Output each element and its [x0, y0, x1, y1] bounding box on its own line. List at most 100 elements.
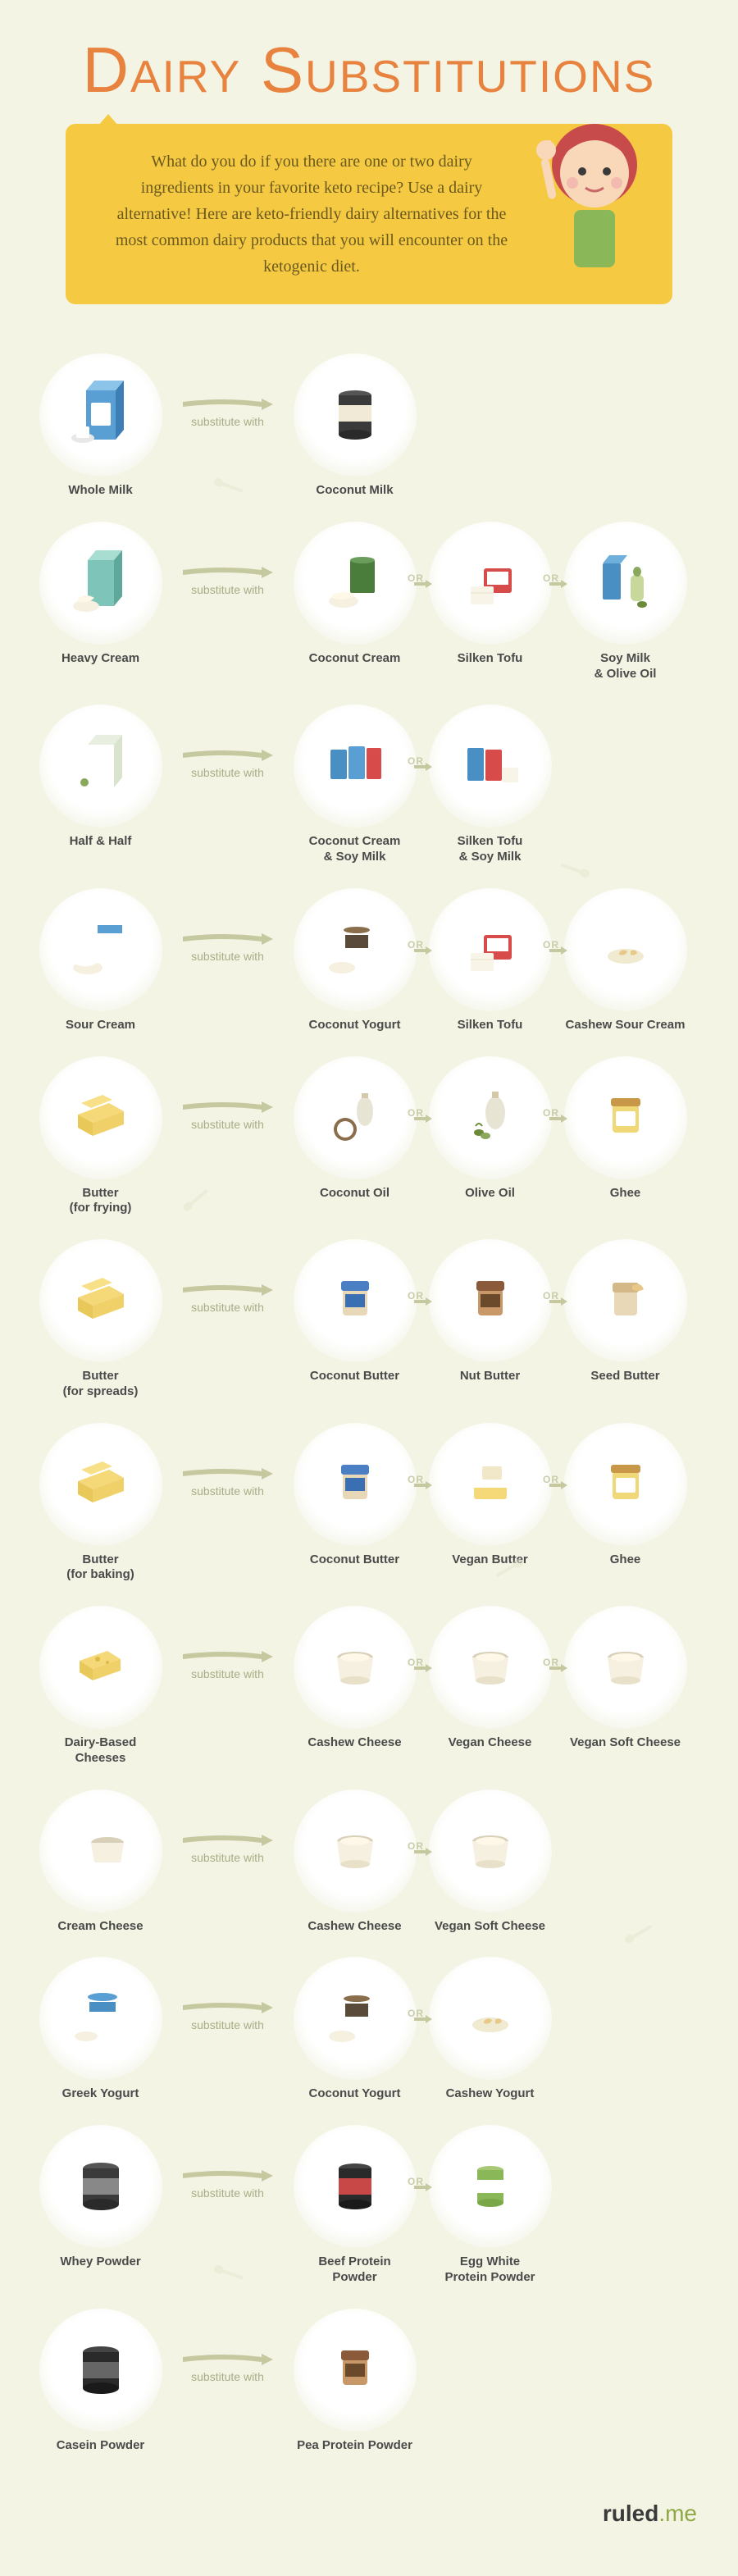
- arrow-label: substitute with: [191, 1667, 264, 1680]
- or-arrow-icon: [414, 1295, 432, 1303]
- substitute-item: OR Vegan Butter: [422, 1423, 558, 1568]
- item-label: Half & Half: [70, 834, 132, 850]
- substitute-item: OR Cashew Yogurt: [422, 1957, 558, 2102]
- item-label: Coconut Yogurt: [309, 1018, 401, 1033]
- substitute-item: OR Vegan Cheese: [422, 1606, 558, 1751]
- arrow-block: substitute with: [168, 704, 287, 779]
- item-circle: [429, 2125, 552, 2248]
- item-circle: [39, 1423, 162, 1546]
- source-item: Butter(for baking): [33, 1423, 168, 1584]
- source-item: Dairy-BasedCheeses: [33, 1606, 168, 1767]
- or-arrow-icon: [414, 1479, 432, 1487]
- item-label: Cashew Cheese: [308, 1919, 401, 1935]
- item-circle: [39, 2125, 162, 2248]
- item-circle: [294, 353, 417, 476]
- substitution-row: Whey Powder substitute with Beef Protein…: [33, 2125, 705, 2286]
- item-circle: [294, 2309, 417, 2432]
- arrow-icon: [183, 2170, 273, 2182]
- arrow-block: substitute with: [168, 522, 287, 596]
- item-label: Vegan Soft Cheese: [570, 1735, 681, 1751]
- item-circle: [294, 1606, 417, 1729]
- item-label: Coconut Butter: [310, 1369, 399, 1384]
- or-arrow-icon: [549, 1112, 567, 1120]
- substitute-item: OR Ghee: [558, 1423, 693, 1568]
- substitute-item: OR Egg WhiteProtein Powder: [422, 2125, 558, 2286]
- item-label: Cashew Cheese: [308, 1735, 401, 1751]
- or-arrow-icon: [414, 2181, 432, 2189]
- item-circle: [39, 353, 162, 476]
- or-arrow-icon: [549, 1479, 567, 1487]
- substitute-item: Coconut Oil: [287, 1056, 422, 1201]
- spoon-icon: [180, 1184, 213, 1214]
- or-arrow-icon: [414, 944, 432, 952]
- arrow-icon: [183, 1284, 273, 1296]
- item-circle: [564, 1423, 687, 1546]
- spoon-icon: [212, 475, 247, 497]
- item-label: Coconut Oil: [320, 1186, 390, 1201]
- source-item: Butter(for spreads): [33, 1239, 168, 1400]
- substitute-item: OR Silken Tofu& Soy Milk: [422, 704, 558, 865]
- substitute-item: Coconut Cream: [287, 522, 422, 667]
- substitute-item: Pea Protein Powder: [287, 2309, 422, 2454]
- header: Dairy Substitutions What do you do if yo…: [0, 0, 738, 353]
- item-circle: [39, 522, 162, 645]
- item-label: Greek Yogurt: [62, 2086, 139, 2102]
- arrow-icon: [183, 750, 273, 761]
- item-label: Dairy-BasedCheeses: [65, 1735, 137, 1767]
- item-circle: [39, 1056, 162, 1179]
- source-item: Casein Powder: [33, 2309, 168, 2454]
- item-label: Olive Oil: [465, 1186, 515, 1201]
- substitution-row: Casein Powder substitute with Pea Protei…: [33, 2309, 705, 2454]
- item-label: Coconut Milk: [316, 483, 393, 499]
- or-arrow-icon: [414, 1662, 432, 1670]
- item-circle: [294, 1423, 417, 1546]
- item-circle: [564, 1056, 687, 1179]
- item-circle: [294, 522, 417, 645]
- substitute-item: OR Ghee: [558, 1056, 693, 1201]
- substitution-row: Butter(for frying) substitute with Cocon…: [33, 1056, 705, 1217]
- substitute-item: Coconut Cream& Soy Milk: [287, 704, 422, 865]
- arrow-label: substitute with: [191, 950, 264, 963]
- or-arrow-icon: [414, 2013, 432, 2021]
- arrow-label: substitute with: [191, 2018, 264, 2031]
- substitute-item: OR Seed Butter: [558, 1239, 693, 1384]
- item-circle: [429, 1957, 552, 2080]
- character-icon: [517, 99, 664, 280]
- or-arrow-icon: [414, 1845, 432, 1853]
- item-label: Coconut Butter: [310, 1552, 399, 1568]
- arrow-icon: [183, 1835, 273, 1846]
- item-label: Coconut Yogurt: [309, 2086, 401, 2102]
- item-label: Sour Cream: [66, 1018, 135, 1033]
- item-label: Beef ProteinPowder: [318, 2255, 390, 2286]
- item-label: Whey Powder: [60, 2255, 140, 2270]
- item-circle: [294, 1957, 417, 2080]
- spoon-icon: [557, 858, 591, 880]
- arrow-label: substitute with: [191, 766, 264, 779]
- item-label: Pea Protein Powder: [297, 2438, 412, 2454]
- source-item: Whole Milk: [33, 353, 168, 499]
- substitution-row: Sour Cream substitute with Coconut Yogur…: [33, 888, 705, 1033]
- arrow-icon: [183, 1101, 273, 1113]
- arrow-block: substitute with: [168, 1239, 287, 1314]
- arrow-block: substitute with: [168, 1056, 287, 1131]
- substitute-item: Coconut Butter: [287, 1239, 422, 1384]
- item-label: Whole Milk: [68, 483, 132, 499]
- item-circle: [564, 522, 687, 645]
- substitution-row: Whole Milk substitute with Coconut Milk: [33, 353, 705, 499]
- source-item: Greek Yogurt: [33, 1957, 168, 2102]
- spoon-icon: [622, 1920, 657, 1946]
- or-arrow-icon: [414, 577, 432, 586]
- arrow-icon: [183, 2354, 273, 2365]
- intro-text: What do you do if you there are one or t…: [116, 153, 508, 276]
- arrow-label: substitute with: [191, 1118, 264, 1131]
- arrow-label: substitute with: [191, 1484, 264, 1498]
- arrow-icon: [183, 933, 273, 945]
- substitute-item: OR Olive Oil: [422, 1056, 558, 1201]
- item-label: Ghee: [610, 1552, 641, 1568]
- intro-box: What do you do if you there are one or t…: [66, 124, 672, 304]
- arrow-block: substitute with: [168, 353, 287, 428]
- item-circle: [294, 1239, 417, 1362]
- item-circle: [39, 1957, 162, 2080]
- item-circle: [294, 1790, 417, 1913]
- arrow-icon: [183, 1651, 273, 1662]
